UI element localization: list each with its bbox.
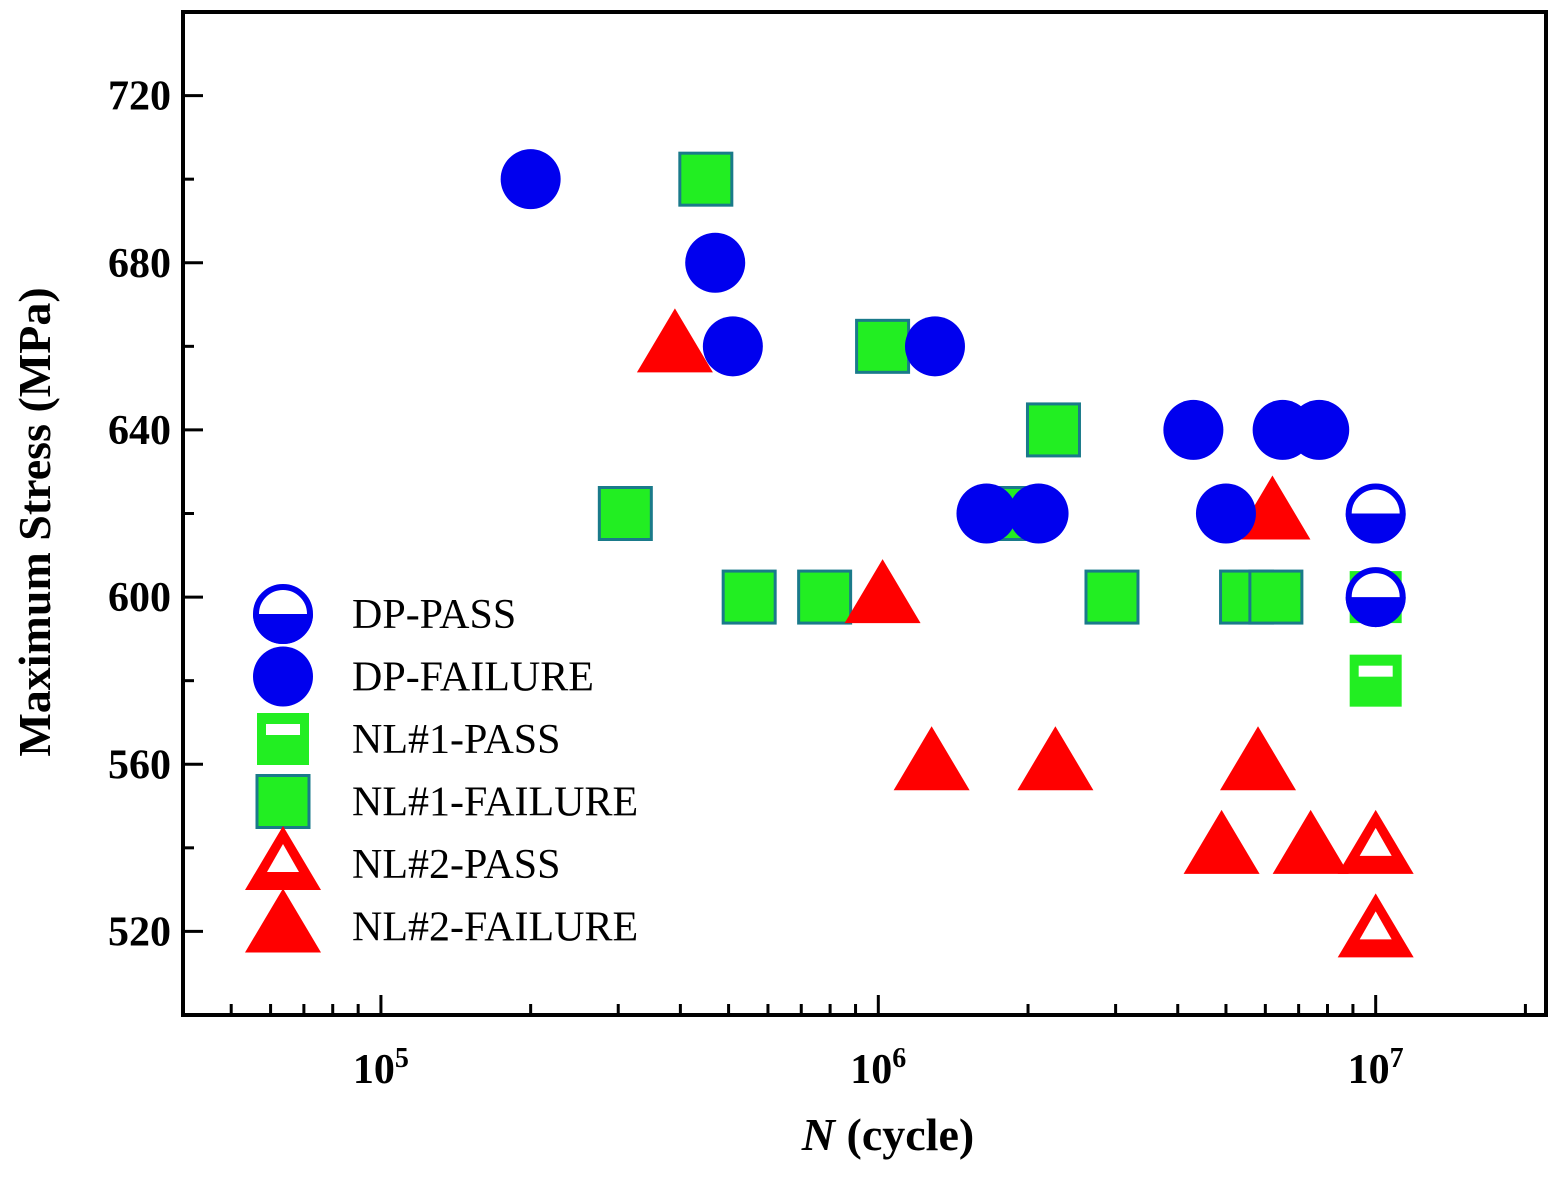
point-dp-pass xyxy=(1345,567,1406,628)
point-dp-failure xyxy=(702,316,763,377)
point-nl1-pass-fill xyxy=(1349,654,1402,707)
legend-marker-dp-pass-fill xyxy=(253,614,313,644)
legend-label-dp-pass: DP-PASS xyxy=(352,592,516,638)
legend-marker-nl1-pass-notch xyxy=(266,724,300,735)
point-nl1-failure xyxy=(1248,569,1304,625)
point-nl2-failure xyxy=(1220,726,1297,791)
legend-marker-nl2-pass xyxy=(245,826,321,890)
point-nl1-failure xyxy=(721,569,777,625)
y-tick-label: 720 xyxy=(108,74,171,120)
x-axis-title: N (cycle) xyxy=(801,1109,974,1160)
point-nl2-pass-inner xyxy=(1359,827,1392,856)
legend-label-nl2-pass: NL#2-PASS xyxy=(352,842,561,888)
y-tick-label: 640 xyxy=(108,408,171,454)
data-points xyxy=(500,149,1414,958)
point-nl1-pass-notch xyxy=(1358,665,1393,677)
legend-label-nl1-failure: NL#1-FAILURE xyxy=(352,780,638,826)
x-axis-title-variable: N xyxy=(801,1109,837,1160)
point-dp-failure xyxy=(500,149,561,210)
point-dp-failure xyxy=(685,232,746,293)
point-nl1-failure xyxy=(597,486,653,541)
y-tick-label: 520 xyxy=(108,909,171,955)
legend-marker-nl1-pass-fill xyxy=(257,713,309,765)
legend: DP-PASS DP-FAILURE NL#1-PASS NL#1-FAILURE NL… xyxy=(245,584,638,953)
legend-marker-dp-failure xyxy=(253,646,313,707)
y-tick-label: 600 xyxy=(108,575,171,621)
point-nl2-failure xyxy=(1017,726,1094,791)
y-axis-title: Maximum Stress (MPa) xyxy=(9,287,60,756)
point-nl2-pass xyxy=(1337,809,1414,874)
point-dp-failure xyxy=(1163,399,1224,460)
y-tick-label: 560 xyxy=(108,742,171,788)
legend-label-nl1-pass: NL#1-PASS xyxy=(352,717,561,763)
ticks: 520 560 600 640 680 720 105 106 107 xyxy=(108,74,1527,1093)
legend-marker-nl2-pass-inner xyxy=(267,844,299,872)
point-dp-pass xyxy=(1345,483,1406,544)
x-tick-label: 105 xyxy=(353,1043,409,1093)
legend-marker-dp-pass xyxy=(253,584,313,644)
point-nl2-failure xyxy=(636,308,713,373)
legend-label-nl2-failure: NL#2-FAILURE xyxy=(352,905,638,951)
point-nl1-failure xyxy=(855,318,911,374)
point-dp-failure xyxy=(1289,399,1350,460)
point-nl1-failure xyxy=(1025,402,1081,458)
x-axis-title-unit: (cycle) xyxy=(835,1109,974,1160)
point-dp-failure xyxy=(904,316,965,377)
point-nl1-failure xyxy=(1084,569,1140,625)
point-nl1-failure xyxy=(678,151,734,207)
legend-label-dp-failure: DP-FAILURE xyxy=(352,655,594,701)
point-nl2-failure xyxy=(893,726,970,791)
point-dp-failure xyxy=(1008,483,1069,544)
legend-marker-nl1-failure xyxy=(255,774,311,829)
point-dp-failure xyxy=(956,483,1017,544)
x-tick-label: 107 xyxy=(1348,1043,1404,1093)
point-nl2-pass xyxy=(1337,893,1414,958)
point-dp-pass-fill xyxy=(1345,513,1406,544)
point-nl1-failure xyxy=(797,569,853,625)
point-nl2-pass-inner xyxy=(1359,911,1392,940)
point-nl1-pass xyxy=(1349,654,1402,707)
y-tick-label: 680 xyxy=(108,241,171,287)
legend-marker-nl2-failure xyxy=(245,888,321,953)
point-nl2-failure xyxy=(1272,809,1349,874)
point-nl2-failure xyxy=(1183,809,1260,874)
point-nl2-failure xyxy=(844,559,921,624)
point-dp-pass-fill xyxy=(1345,597,1406,628)
x-tick-label: 106 xyxy=(850,1043,906,1093)
point-dp-failure xyxy=(1195,483,1256,544)
legend-marker-nl1-pass xyxy=(257,713,309,765)
